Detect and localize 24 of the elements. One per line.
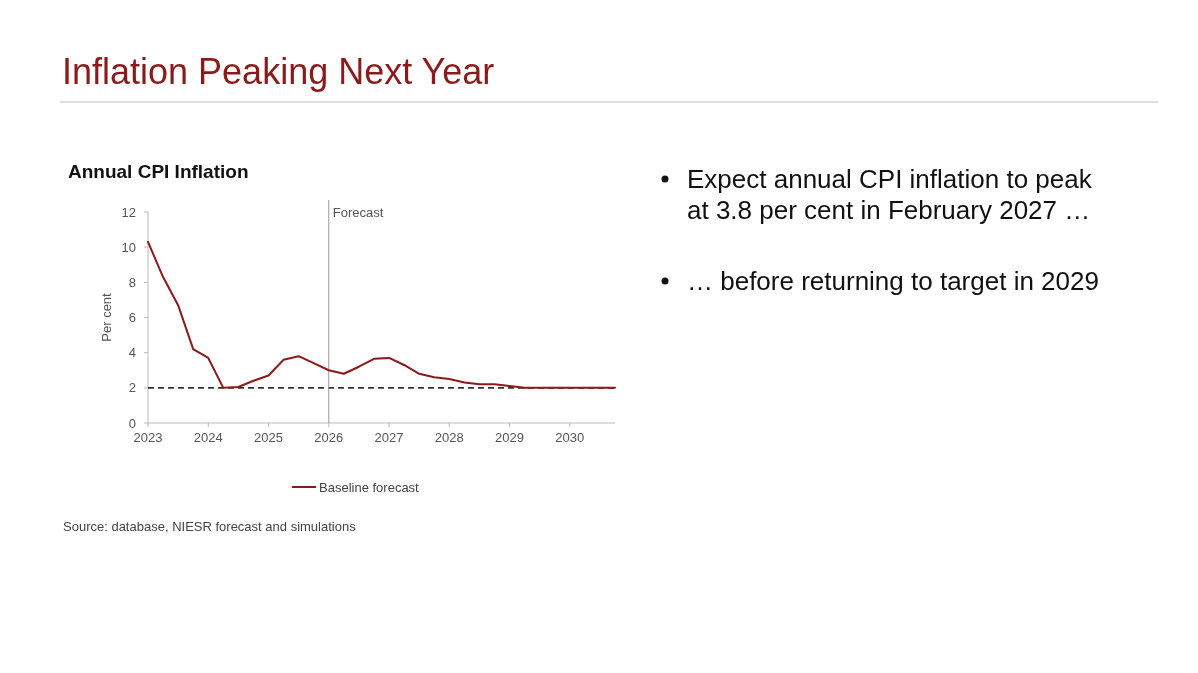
x-tick-label: 2025	[254, 430, 283, 445]
x-tick-label: 2026	[314, 430, 344, 445]
chart-subtitle: Inflation Peaking Next Year	[62, 51, 495, 92]
line-series	[147, 240, 616, 389]
y-tick-label: 12	[121, 204, 136, 220]
chart-title: Annual CPI Inflation	[68, 161, 249, 182]
x-tick-label: 2027	[374, 430, 404, 445]
x-tick-label: 2024	[193, 430, 223, 445]
y-tick-label: 0	[128, 415, 136, 431]
legend-label: Baseline forecast	[319, 479, 420, 495]
text: … before returning to target in 2029	[687, 266, 1099, 296]
x-tick-label: 2029	[495, 430, 525, 445]
y-axis-title: Per cent	[99, 292, 114, 342]
source-note: Source: database, NIESR forecast and simulations	[63, 519, 357, 534]
y-tick-label: 4	[128, 345, 136, 361]
x-tick-label: 2030	[555, 430, 585, 445]
y-tick-label: 10	[121, 239, 136, 255]
y-tick-label: 2	[128, 380, 136, 396]
ref-line-label: Forecast	[332, 205, 384, 220]
text: Expect annual CPI inflation to peak at 3.8 per cent in February 2027 …	[687, 164, 1093, 225]
x-tick-label: 2023	[133, 430, 163, 445]
y-tick-label: 8	[128, 274, 136, 290]
x-tick-label: 2028	[434, 430, 464, 445]
y-tick-label: 6	[128, 310, 136, 326]
